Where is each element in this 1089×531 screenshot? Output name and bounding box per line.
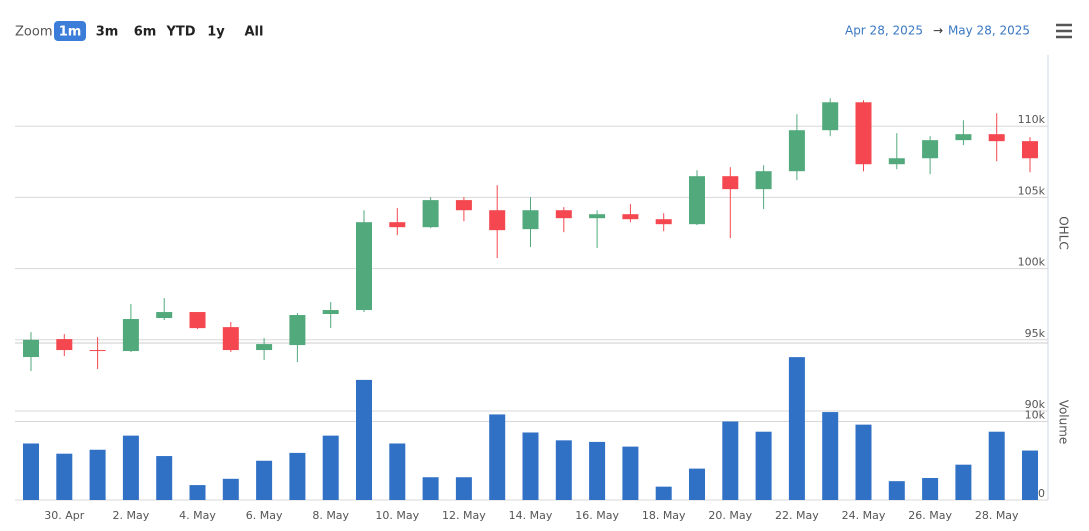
- menu-button[interactable]: [1056, 23, 1072, 39]
- volume-bar: [822, 412, 839, 500]
- x-tick-label: 30. Apr: [44, 509, 84, 522]
- candle-body: [289, 315, 306, 346]
- x-tick-label: 26. May: [908, 509, 952, 522]
- volume-bar: [788, 357, 805, 500]
- candle-body: [222, 327, 239, 351]
- volume-bar: [589, 441, 606, 500]
- candle-body: [56, 339, 73, 351]
- candle-body: [855, 102, 872, 165]
- volume-bar: [922, 478, 939, 500]
- x-tick-label: 8. May: [312, 509, 349, 522]
- volume-bar: [489, 414, 506, 500]
- candle-body: [955, 134, 972, 141]
- x-tick-label: 6. May: [246, 509, 283, 522]
- candle-body: [122, 319, 139, 352]
- candle-body: [689, 176, 705, 225]
- y-tick-label: 0: [1038, 487, 1045, 500]
- y-tick-label: 10k: [1025, 409, 1046, 422]
- volume-bar: [56, 453, 73, 500]
- y-tick-label: 110k: [1018, 113, 1046, 126]
- x-tick-label: 2. May: [113, 509, 150, 522]
- range-to[interactable]: May 28, 2025: [948, 24, 1030, 38]
- y-tick-label: 100k: [1018, 256, 1046, 269]
- candle-body: [455, 200, 472, 211]
- candle-body: [1022, 141, 1038, 159]
- candle-body: [589, 214, 606, 219]
- volume-bar: [422, 477, 439, 500]
- candle-body: [356, 222, 372, 311]
- zoom-button[interactable]: 6m: [134, 25, 157, 40]
- axis-title: Volume: [1057, 400, 1071, 445]
- volume-bar: [888, 481, 905, 500]
- x-tick-label: 20. May: [708, 509, 752, 522]
- candle-body: [489, 210, 506, 231]
- candle-body: [822, 102, 839, 131]
- candle-body: [256, 344, 273, 351]
- volume-bar: [622, 446, 639, 500]
- y-tick-label: 90k: [1025, 398, 1046, 411]
- volume-bar: [689, 468, 705, 500]
- candle-body: [988, 134, 1005, 142]
- volume-bar: [455, 477, 472, 500]
- candle-body: [89, 350, 106, 352]
- candle-body: [788, 130, 805, 172]
- candle-body: [922, 140, 939, 159]
- candle-body: [655, 219, 672, 225]
- zoom-button[interactable]: 3m: [96, 25, 119, 40]
- zoom-button[interactable]: All: [245, 25, 264, 40]
- volume-bar: [955, 464, 972, 500]
- candle-body: [622, 214, 639, 220]
- volume-bar: [655, 486, 672, 500]
- volume-bar: [89, 449, 106, 500]
- volume-bar: [322, 435, 339, 500]
- x-tick-label: 28. May: [975, 509, 1019, 522]
- x-tick-label: 18. May: [642, 509, 686, 522]
- candle-body: [189, 312, 206, 329]
- volume-bar: [23, 443, 39, 500]
- volume-bar: [122, 435, 139, 500]
- y-tick-label: 105k: [1018, 184, 1046, 197]
- candle-body: [422, 200, 439, 228]
- x-tick-label: 22. May: [775, 509, 819, 522]
- volume-bar: [522, 432, 539, 500]
- volume-bar: [722, 421, 739, 500]
- x-tick-label: 12. May: [442, 509, 486, 522]
- candle-body: [888, 158, 905, 165]
- range-from[interactable]: Apr 28, 2025: [845, 24, 923, 38]
- volume-bar: [222, 478, 239, 500]
- x-tick-label: 14. May: [509, 509, 553, 522]
- candle-body: [755, 171, 772, 190]
- volume-bar: [189, 485, 206, 500]
- zoom-button-bg[interactable]: [54, 21, 86, 41]
- volume-bar: [988, 431, 1005, 500]
- volume-bar: [389, 443, 406, 500]
- volume-bar: [1022, 450, 1038, 500]
- zoom-button[interactable]: YTD: [165, 25, 195, 40]
- x-tick-label: 24. May: [842, 509, 886, 522]
- candle-body: [156, 312, 173, 319]
- volume-bar: [855, 424, 872, 500]
- x-tick-label: 16. May: [575, 509, 619, 522]
- candle-body: [555, 210, 572, 219]
- candle-body: [23, 339, 39, 358]
- volume-bar: [755, 431, 772, 500]
- zoom-label: Zoom: [15, 25, 52, 40]
- volume-bar: [555, 440, 572, 500]
- y-tick-label: 95k: [1025, 327, 1046, 340]
- volume-bar: [289, 452, 306, 500]
- candle-body: [389, 222, 406, 228]
- candle-body: [322, 310, 339, 315]
- zoom-button[interactable]: 1y: [207, 25, 225, 40]
- x-tick-label: 10. May: [375, 509, 419, 522]
- zoom-button[interactable]: 1m: [59, 25, 82, 40]
- candle-body: [522, 210, 539, 230]
- axis-title: OHLC: [1057, 216, 1071, 250]
- volume-bar: [156, 456, 173, 500]
- volume-bar: [256, 460, 273, 500]
- candle-body: [722, 176, 739, 190]
- range-arrow: →: [933, 24, 943, 38]
- x-tick-label: 4. May: [179, 509, 216, 522]
- volume-bar: [356, 379, 372, 500]
